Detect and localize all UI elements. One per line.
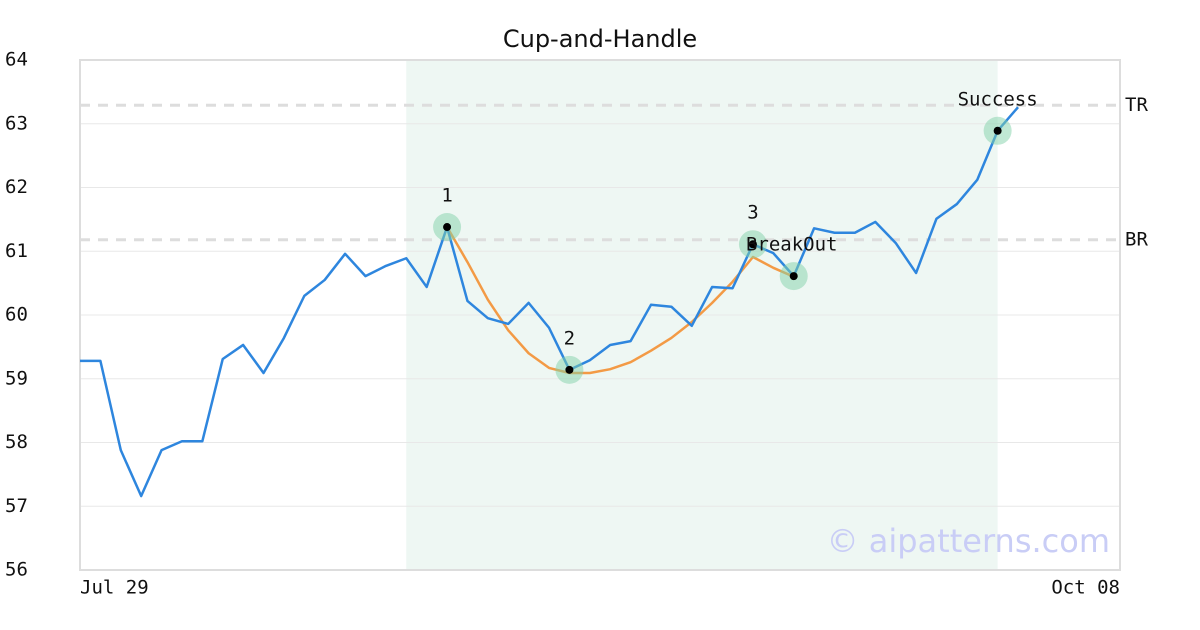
pattern-point: [443, 223, 452, 232]
x-tick-label: Jul 29: [80, 577, 149, 599]
pattern-label: BreakOut: [746, 234, 838, 256]
level-label: BR: [1125, 228, 1148, 250]
y-tick-label: 58: [5, 431, 28, 453]
pattern-point: [993, 126, 1002, 135]
pattern-point: [789, 272, 798, 281]
pattern-point: [748, 240, 757, 249]
x-tick-label: Oct 08: [1051, 577, 1120, 599]
watermark: © aipatterns.com: [827, 522, 1110, 560]
y-tick-label: 64: [5, 49, 28, 71]
y-tick-label: 57: [5, 495, 28, 517]
pattern-label: 3: [747, 202, 758, 224]
y-tick-label: 61: [5, 240, 28, 262]
series-line: [445, 226, 795, 375]
y-tick-label: 56: [5, 559, 28, 581]
series-line: [80, 106, 1019, 498]
y-tick-label: 60: [5, 304, 28, 326]
level-label: TR: [1125, 94, 1148, 116]
pattern-point: [565, 365, 574, 374]
y-tick-label: 62: [5, 176, 28, 198]
chart-title: Cup-and-Handle: [503, 25, 697, 53]
plot-frame: [79, 59, 1121, 571]
pattern-label: 1: [441, 185, 452, 207]
y-tick-label: 63: [5, 112, 28, 134]
pattern-label: Success: [958, 88, 1038, 110]
pattern-label: 2: [564, 327, 575, 349]
y-tick-label: 59: [5, 367, 28, 389]
